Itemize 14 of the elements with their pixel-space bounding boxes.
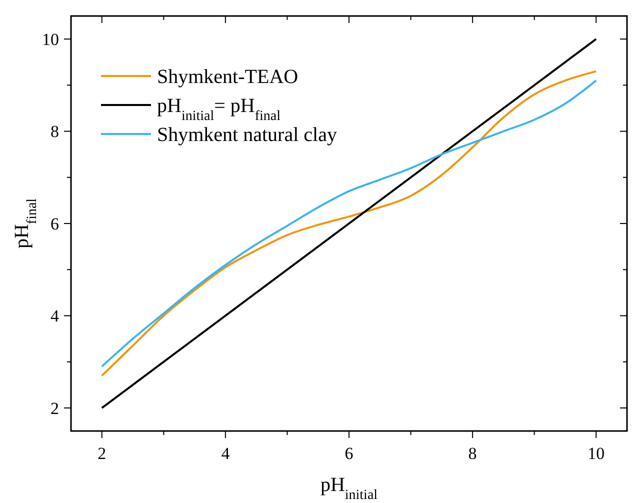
x-tick-label: 6 <box>344 444 354 463</box>
legend-label: pH$_{initial}$= pH$_{final}$ <box>157 95 281 124</box>
x-tick-label: 10 <box>588 444 605 463</box>
y-tick-label: 6 <box>50 214 59 234</box>
y-tick-label: 4 <box>50 306 60 326</box>
x-tick-label: 4 <box>221 444 230 463</box>
x-tick-label: 2 <box>98 444 106 463</box>
y-tick-label: 8 <box>50 122 59 142</box>
y-tick-label: 10 <box>42 30 59 50</box>
y-tick-label: 2 <box>50 398 59 418</box>
legend-label: Shymkent natural clay <box>157 124 337 146</box>
x-axis-title: pH$_{initial}$ <box>320 474 378 502</box>
legend-label: Shymkent-TEAO <box>157 66 298 88</box>
x-tick-label: 8 <box>468 444 477 463</box>
